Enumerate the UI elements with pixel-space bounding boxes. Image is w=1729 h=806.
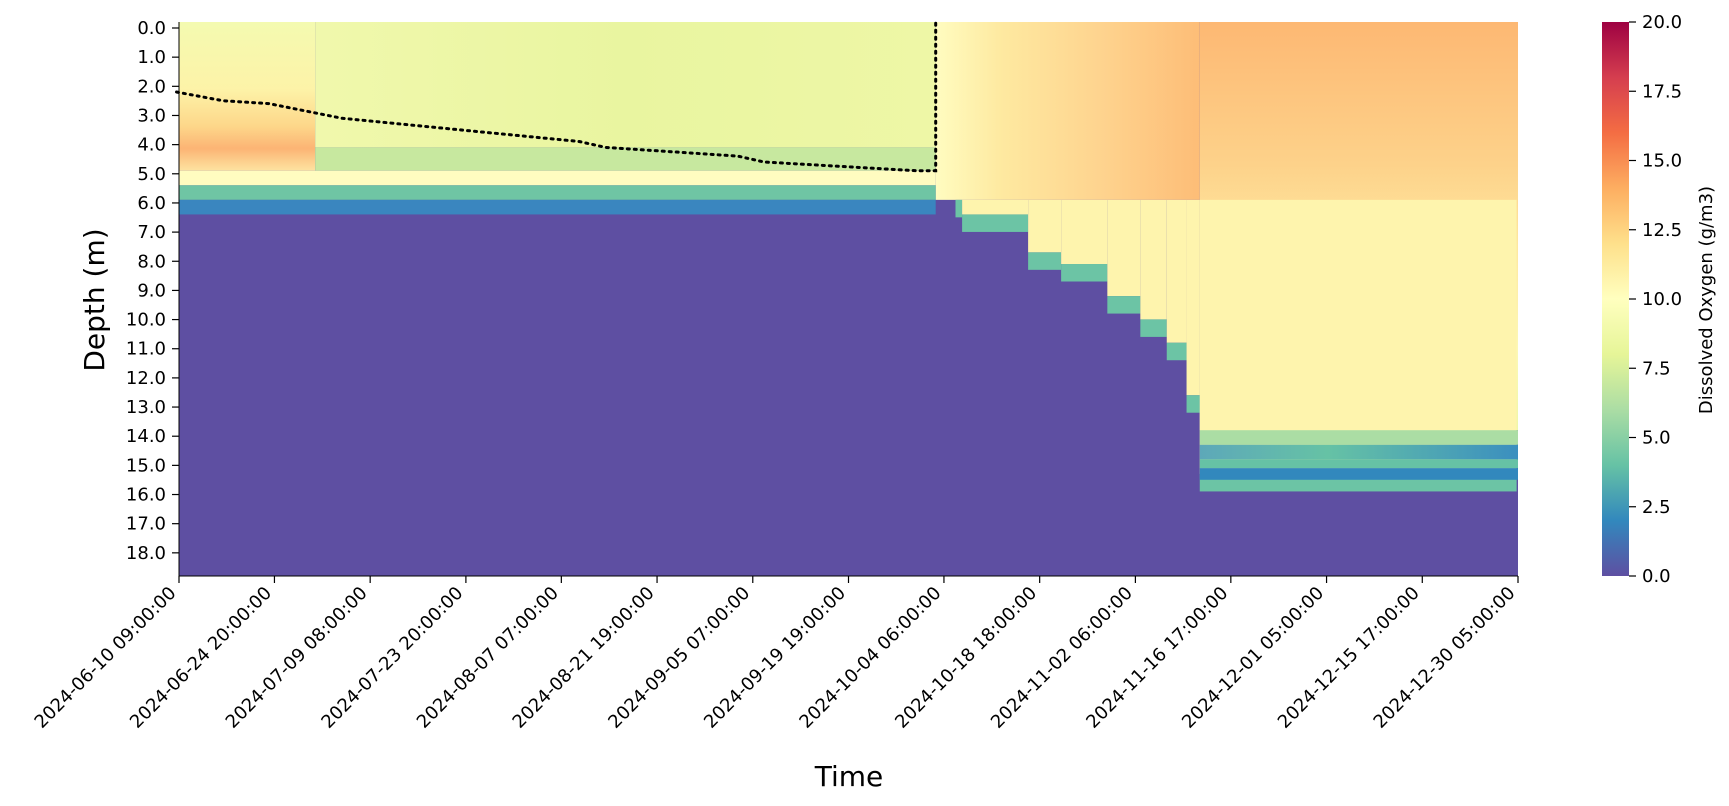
y-tick-label: 4.0 <box>137 135 166 156</box>
y-tick-label: 8.0 <box>137 251 166 272</box>
autumn-oxic-step <box>1140 199 1167 320</box>
heatmap-plot-area <box>179 22 1518 576</box>
x-axis-label: Time <box>814 760 884 793</box>
autumn-oxic-step <box>962 199 1029 215</box>
autumn-transition-step <box>962 214 1029 232</box>
autumn-oxic-step <box>1166 199 1187 343</box>
y-tick-label: 15.0 <box>126 455 166 476</box>
y-tick-label: 1.0 <box>137 47 166 68</box>
autumn-transition-step <box>1028 252 1062 270</box>
autumn-transition-step <box>1061 264 1108 282</box>
y-axis: 0.0 1.0 2.0 3.0 4.0 5.0 6.0 7.0 8.0 9.0 10.0 11.0 12… <box>126 18 180 576</box>
colorbar-ticks: 0.0 2.5 5.0 7.5 10.0 12.5 15.0 17.5 20.0 <box>1629 12 1682 587</box>
oxic-layer-early <box>179 22 316 171</box>
colorbar-tick-label: 2.5 <box>1642 497 1671 518</box>
colorbar-tick-label: 5.0 <box>1642 428 1671 449</box>
y-tick-label: 13.0 <box>126 397 166 418</box>
colorbar-tick-label: 7.5 <box>1642 358 1671 379</box>
colorbar-label: Dissolved Oxygen (g/m3) <box>1696 186 1717 414</box>
colorbar-gradient <box>1602 22 1629 576</box>
mixed-layer-depth-layer <box>175 20 938 173</box>
autumn-oxic-step <box>1028 199 1062 253</box>
y-tick-label: 0.0 <box>137 18 166 39</box>
y-tick-label: 7.0 <box>137 222 166 243</box>
late-season-band <box>1199 444 1518 460</box>
metalimnion-band <box>315 147 936 171</box>
y-tick-label: 10.0 <box>126 310 166 331</box>
oxic-layer-autumn <box>935 22 1200 200</box>
colorbar-tick-label: 17.5 <box>1642 81 1682 102</box>
y-tick-label: 12.0 <box>126 368 166 389</box>
autumn-oxic-step <box>1107 199 1141 297</box>
y-tick-label: 9.0 <box>137 280 166 301</box>
metalimnion-band <box>179 199 936 215</box>
y-tick-label: 18.0 <box>126 543 166 564</box>
y-tick-label: 5.0 <box>137 164 166 185</box>
y-tick-label: 11.0 <box>126 339 166 360</box>
colorbar-tick-label: 12.5 <box>1642 220 1682 241</box>
colorbar: 0.0 2.5 5.0 7.5 10.0 12.5 15.0 17.5 20.0 Dissolv… <box>1602 12 1717 587</box>
late-season-band <box>1199 468 1518 480</box>
y-axis-label: Depth (m) <box>78 228 111 371</box>
metalimnion-band <box>179 170 936 186</box>
autumn-transition-step <box>1107 296 1141 314</box>
metalimnion-band <box>179 185 936 200</box>
oxic-layer-mid <box>315 22 936 148</box>
colorbar-tick-label: 10.0 <box>1642 289 1682 310</box>
mixed-layer-depth-line <box>175 20 938 173</box>
autumn-transition-step <box>955 199 963 218</box>
colorbar-tick-label: 15.0 <box>1642 151 1682 172</box>
autumn-transition-step <box>1140 319 1167 337</box>
autumn-transition-step <box>1166 342 1187 361</box>
late-season-band <box>1199 459 1518 469</box>
y-tick-label: 6.0 <box>137 193 166 214</box>
colorbar-tick-label: 20.0 <box>1642 12 1682 33</box>
y-tick-label: 17.0 <box>126 514 166 535</box>
y-tick-label: 3.0 <box>137 105 166 126</box>
autumn-oxic-step <box>1186 199 1200 396</box>
y-tick-label: 16.0 <box>126 485 166 506</box>
autumn-transition-step <box>1186 395 1200 413</box>
colorbar-tick-label: 0.0 <box>1642 566 1671 587</box>
autumn-oxic-step <box>1199 199 1517 474</box>
y-tick-label: 14.0 <box>126 426 166 447</box>
late-season-band <box>1199 430 1518 445</box>
y-tick-label: 2.0 <box>137 76 166 97</box>
autumn-oxic-step <box>1061 199 1108 265</box>
